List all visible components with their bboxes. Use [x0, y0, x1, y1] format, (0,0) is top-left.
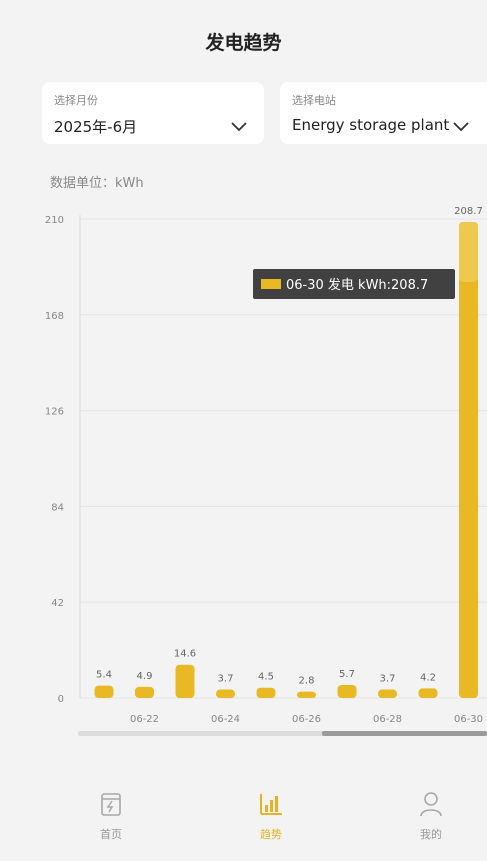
- x-tick-label: 06-24: [211, 714, 240, 725]
- bar: [337, 684, 357, 698]
- bar: [297, 691, 316, 698]
- month-select-value: 2025年-6月: [54, 118, 138, 136]
- bar: [216, 689, 235, 698]
- chevron-down-icon: [230, 118, 248, 137]
- bottom-tab-bar: 首页 趋势 我的: [0, 790, 487, 861]
- tab-home-label: 首页: [100, 828, 122, 841]
- tooltip-swatch: [261, 279, 281, 289]
- month-select-label: 选择月份: [54, 94, 98, 107]
- data-label: 14.6: [174, 649, 196, 660]
- tab-trend[interactable]: 趋势: [231, 790, 311, 842]
- bar-highlight: [459, 221, 478, 282]
- user-icon: [417, 790, 445, 818]
- bar: [256, 687, 276, 698]
- bar-chart-icon: [257, 790, 285, 818]
- tooltip-text: 06-30 发电 kWh:208.7: [286, 277, 428, 293]
- chevron-down-icon: [452, 118, 470, 137]
- y-tick-label: 126: [45, 407, 64, 418]
- data-label: 208.7: [454, 206, 483, 217]
- data-label: 2.8: [299, 676, 315, 687]
- data-label: 5.7: [339, 669, 355, 680]
- data-label: 4.9: [137, 671, 153, 682]
- page-title: 发电趋势: [205, 32, 282, 54]
- tab-mine-label: 我的: [420, 828, 442, 841]
- month-select[interactable]: 选择月份 2025年-6月: [42, 82, 264, 144]
- station-select-value: Energy storage plant: [292, 116, 450, 134]
- data-label: 5.4: [96, 670, 112, 681]
- x-tick-label: 06-26: [292, 714, 321, 725]
- bar: [175, 664, 195, 698]
- bar: [378, 689, 397, 698]
- data-label: 3.7: [218, 674, 234, 685]
- tab-home[interactable]: 首页: [71, 790, 151, 842]
- chart-scrollbar-thumb[interactable]: [322, 731, 487, 736]
- bar: [459, 221, 478, 698]
- data-label: 4.2: [420, 672, 436, 683]
- x-tick-label: 06-28: [373, 714, 402, 725]
- station-select[interactable]: 选择电站 Energy storage plant: [280, 82, 487, 144]
- y-tick-label: 210: [45, 215, 64, 226]
- y-tick-label: 0: [58, 694, 64, 705]
- bar: [94, 685, 114, 698]
- data-label: 4.5: [258, 672, 274, 683]
- tab-mine[interactable]: 我的: [391, 790, 471, 842]
- x-tick-label: 06-22: [130, 714, 159, 725]
- y-tick-label: 168: [45, 311, 64, 322]
- tooltip-box: [253, 269, 455, 299]
- chart-scrollbar-track[interactable]: [78, 731, 487, 736]
- x-tick-label: 06-30: [454, 714, 483, 725]
- data-label: 3.7: [380, 674, 396, 685]
- y-tick-label: 42: [51, 598, 64, 609]
- unit-label: 数据单位：kWh: [50, 176, 144, 191]
- home-bolt-icon: [97, 790, 125, 818]
- station-select-label: 选择电站: [292, 94, 336, 107]
- tab-trend-label: 趋势: [260, 828, 282, 841]
- bar: [135, 686, 154, 698]
- bar-chart[interactable]: 0 42 84 126 168 210 5.4 4.9 14.6 3.7 4.5 2.8 5.7 3.7 4…: [0, 195, 487, 725]
- bar: [418, 688, 438, 698]
- y-tick-label: 84: [51, 502, 64, 513]
